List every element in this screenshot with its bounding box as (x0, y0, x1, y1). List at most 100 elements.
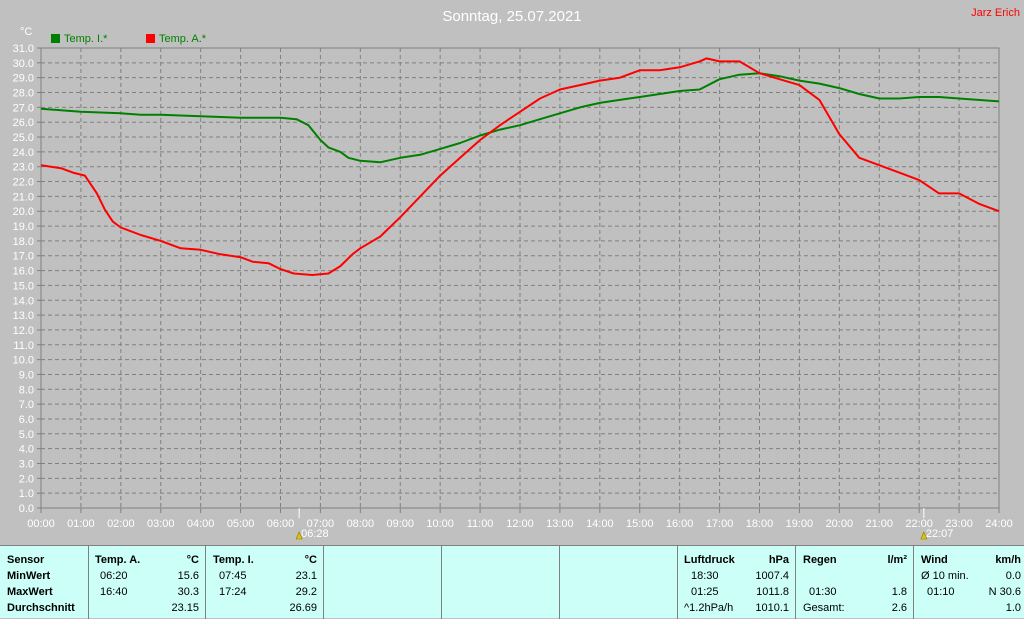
y-tick-label: 13.0 (13, 310, 34, 322)
x-tick-label: 13:00 (546, 518, 574, 530)
legend-swatch-outdoor (146, 34, 155, 43)
temp-i-max-value: 29.2 (295, 586, 317, 598)
temp-a-header: Temp. A. (95, 554, 141, 566)
y-tick-label: 28.0 (13, 88, 34, 100)
temp-a-min-value: 15.6 (177, 570, 199, 582)
x-tick-label: 04:00 (187, 518, 215, 530)
y-tick-label: 26.0 (13, 117, 34, 129)
y-tick-label: 17.0 (13, 251, 34, 263)
wind-max-value: N 30.6 (988, 586, 1021, 598)
y-tick-label: 16.0 (13, 266, 34, 278)
y-tick-label: 22.0 (13, 177, 34, 189)
legend-label-outdoor: Temp. A.* (159, 33, 207, 45)
x-tick-label: 24:00 (985, 518, 1013, 530)
y-tick-label: 27.0 (13, 102, 34, 114)
wind-last-value: 1.0 (1005, 602, 1021, 614)
pressure-header: Luftdruck (684, 554, 735, 566)
temp-a-max-value: 30.3 (177, 586, 199, 598)
col-sensor: Sensor MinWert MaxWert Durchschnitt (0, 546, 88, 619)
legend-label-indoor: Temp. I.* (64, 33, 108, 45)
y-tick-label: 21.0 (13, 191, 34, 203)
rain-header: Regen (803, 554, 837, 566)
y-tick-label: 18.0 (13, 236, 34, 248)
series-lines (40, 57, 1000, 276)
y-tick-label: 11.0 (13, 340, 34, 352)
sunrise-icon (295, 531, 303, 540)
x-tick-label: 11:00 (467, 518, 494, 530)
x-tick-label: 05:00 (227, 518, 255, 530)
y-tick-label: 5.0 (19, 429, 34, 441)
wind-avg-value: 0.0 (1005, 570, 1021, 582)
y-tick-label: 31.0 (13, 43, 34, 55)
y-tick-label: 4.0 (19, 444, 34, 456)
x-tick-label: 03:00 (147, 518, 175, 530)
x-tick-label: 18:00 (746, 518, 774, 530)
y-axis: 0.0 1.0 2.0 3.0 4.0 5.0 6.0 7.0 8.0 9.0 10.0 11.0 12… (13, 43, 41, 515)
y-tick-label: 6.0 (19, 414, 34, 426)
sun-markers: 06:28 22:07 (295, 508, 954, 540)
rain-unit: l/m² (887, 554, 907, 566)
wind-unit: km/h (995, 554, 1021, 566)
x-tick-label: 21:00 (865, 518, 893, 530)
temp-a-min-time: 06:20 (100, 570, 128, 582)
x-axis: 00:00 01:00 02:00 03:00 04:00 05:00 06:00 07:00… (27, 508, 1013, 530)
wind-header: Wind (921, 554, 948, 566)
y-tick-label: 20.0 (13, 206, 34, 218)
x-tick-label: 23:00 (945, 518, 973, 530)
y-tick-label: 2.0 (19, 473, 34, 485)
col-empty-3 (559, 546, 677, 619)
y-axis-unit: °C (20, 26, 32, 38)
x-tick-label: 02:00 (107, 518, 135, 530)
x-tick-label: 07:00 (307, 518, 335, 530)
row-label-min: MinWert (7, 570, 51, 582)
grid-lines (41, 48, 999, 508)
x-tick-label: 06:00 (267, 518, 295, 530)
x-tick-label: 09:00 (386, 518, 414, 530)
temp-a-max-time: 16:40 (100, 586, 128, 598)
x-tick-label: 12:00 (506, 518, 534, 530)
y-tick-label: 14.0 (13, 295, 34, 307)
legend-swatch-indoor (51, 34, 60, 43)
rain-max-value: 1.8 (891, 586, 907, 598)
pressure-max-value: 1011.8 (756, 586, 789, 598)
col-empty-1 (323, 546, 441, 619)
stats-panel: Sensor MinWert MaxWert Durchschnitt Temp… (0, 545, 1024, 619)
temperature-chart: Sonntag, 25.07.2021 Jarz Erich °C Temp. … (13, 7, 1020, 540)
y-tick-label: 29.0 (13, 73, 34, 85)
y-tick-label: 0.0 (19, 503, 34, 515)
y-tick-label: 25.0 (13, 132, 34, 144)
temp-i-max-time: 17:24 (219, 586, 247, 598)
x-tick-label: 17:00 (706, 518, 734, 530)
chart-title: Sonntag, 25.07.2021 (442, 8, 581, 25)
rain-max-time: 01:30 (809, 586, 837, 598)
pressure-min-time: 18:30 (691, 570, 719, 582)
rain-total-value: 2.6 (891, 602, 907, 614)
row-label-max: MaxWert (7, 586, 53, 598)
series-line-outdoor (40, 57, 1000, 276)
pressure-trend-label: ^1.2hPa/h (684, 602, 734, 614)
temp-a-unit: °C (186, 554, 199, 566)
temp-i-min-value: 23.1 (295, 570, 317, 582)
y-tick-label: 19.0 (13, 221, 34, 233)
plot-area (40, 47, 1000, 509)
series-line-indoor (40, 72, 1000, 164)
sensor-header: Sensor (7, 554, 45, 566)
pressure-unit: hPa (768, 554, 789, 566)
pressure-max-time: 01:25 (691, 586, 719, 598)
x-tick-label: 19:00 (786, 518, 814, 530)
x-tick-label: 14:00 (586, 518, 614, 530)
x-tick-label: 08:00 (347, 518, 375, 530)
y-tick-label: 9.0 (19, 369, 34, 381)
x-tick-label: 22:00 (905, 518, 933, 530)
rain-total-label: Gesamt: (803, 602, 845, 614)
temp-a-avg-value: 23.15 (171, 602, 199, 614)
row-label-avg: Durchschnitt (7, 602, 75, 614)
sunset-icon (920, 531, 928, 540)
sun-marker-label: 22:07 (926, 528, 954, 540)
temp-i-min-time: 07:45 (219, 570, 247, 582)
y-tick-label: 24.0 (13, 147, 34, 159)
sun-marker-label: 06:28 (301, 528, 329, 540)
x-tick-label: 20:00 (826, 518, 854, 530)
col-empty-2 (441, 546, 559, 619)
x-tick-label: 01:00 (67, 518, 95, 530)
